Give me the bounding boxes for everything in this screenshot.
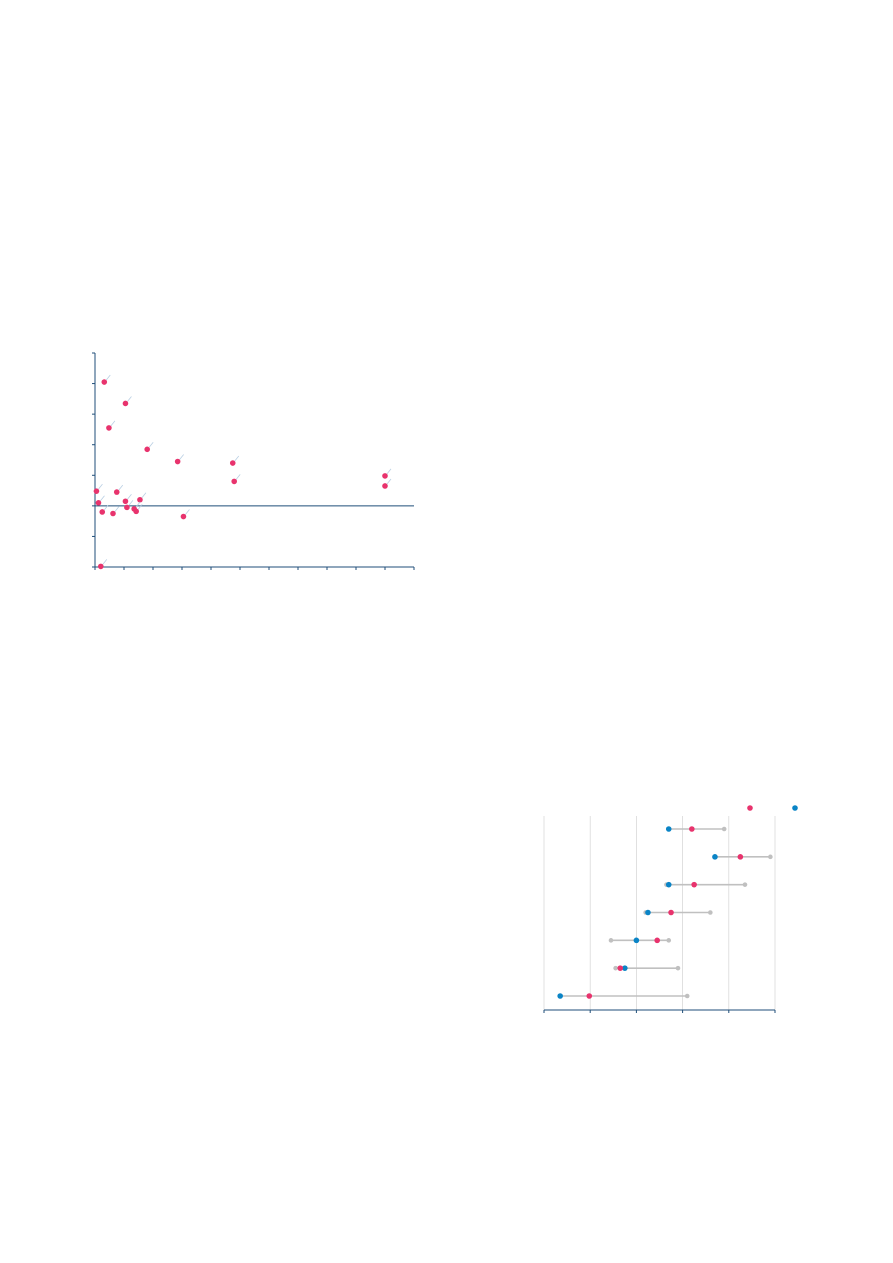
range-high-marker	[768, 854, 773, 860]
pink-value-marker	[737, 854, 744, 860]
point-leader-line	[118, 484, 124, 491]
pink-value-marker	[586, 993, 593, 999]
scatter-point	[174, 458, 181, 465]
point-leader-line	[98, 483, 103, 490]
pink-value-marker	[689, 826, 695, 832]
point-leader-line	[235, 474, 241, 480]
blue-value-marker	[557, 993, 563, 999]
range-high-marker	[684, 993, 690, 999]
range-low-marker	[608, 938, 614, 943]
blue-value-marker	[633, 937, 640, 944]
pink-value-marker	[617, 965, 624, 971]
scatter-point	[382, 483, 388, 489]
blue-value-marker	[645, 909, 651, 916]
legend-swatch-pink	[747, 805, 753, 811]
point-leader-line	[234, 455, 240, 462]
point-leader-line	[114, 506, 120, 512]
blue-value-marker	[665, 881, 672, 888]
scatter-point	[122, 400, 129, 407]
point-leader-line	[179, 454, 184, 460]
scatter-point	[382, 473, 388, 479]
point-leader-line	[185, 509, 190, 515]
scatter-point	[98, 563, 104, 570]
point-leader-line	[127, 396, 132, 402]
scatter-point	[99, 509, 106, 515]
point-leader-line	[127, 494, 132, 500]
pink-value-marker	[668, 909, 674, 916]
blue-value-marker	[622, 965, 628, 971]
point-leader-line	[137, 504, 143, 510]
point-leader-line	[103, 504, 109, 511]
scatter-point	[106, 425, 112, 431]
range-low-marker	[613, 965, 618, 971]
blue-value-marker	[712, 854, 718, 860]
point-leader-line	[386, 478, 392, 485]
pink-value-marker	[654, 937, 660, 944]
blue-value-marker	[665, 826, 672, 832]
range-high-marker	[742, 882, 748, 887]
range-high-marker	[721, 826, 727, 832]
range-high-marker	[675, 965, 681, 971]
scatter-point	[113, 489, 120, 495]
point-leader-line	[110, 420, 116, 427]
scatter-point	[93, 488, 100, 494]
point-leader-line	[386, 468, 392, 475]
scatter-point	[180, 513, 187, 520]
range-high-marker	[666, 938, 672, 943]
scatter-point	[229, 460, 236, 466]
point-leader-line	[100, 495, 105, 502]
point-leader-line	[102, 559, 108, 565]
range-high-marker	[708, 910, 713, 915]
point-leader-line	[141, 492, 147, 498]
legend-swatch-blue	[792, 805, 798, 811]
scatter-point	[110, 510, 116, 517]
point-leader-line	[105, 374, 111, 381]
scatter-point	[95, 500, 102, 506]
scatter-point	[133, 508, 139, 515]
scatter-point	[101, 379, 108, 385]
scatter-point	[144, 446, 150, 453]
scatter-point	[231, 478, 237, 485]
point-leader-line	[148, 442, 154, 448]
point-leader-line	[135, 501, 141, 508]
point-leader-line	[128, 500, 134, 506]
scatter-point	[122, 498, 129, 505]
scatter-point	[124, 504, 130, 511]
scatter-point	[137, 496, 143, 503]
pink-value-marker	[691, 881, 697, 888]
